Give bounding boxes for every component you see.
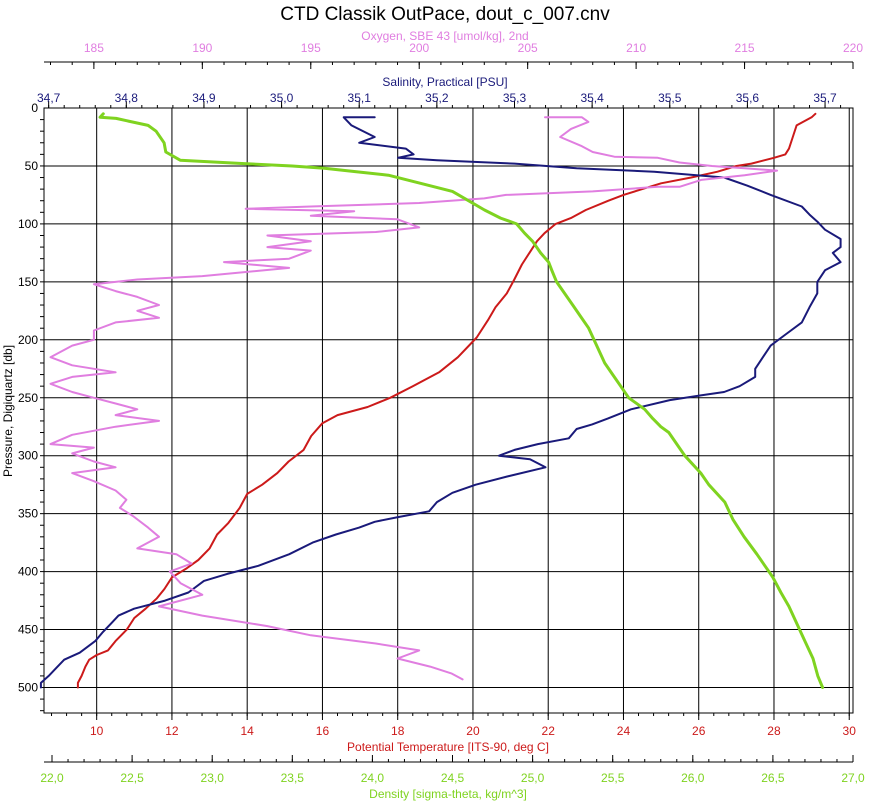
- oxygen-axis-label: Oxygen, SBE 43 [umol/kg], 2nd: [361, 29, 528, 43]
- temperature-profile-line: [76, 112, 817, 689]
- y-tick-label: 200: [18, 333, 38, 347]
- salinity-tick-label: 35,5: [658, 91, 682, 105]
- temperature-tick-label: 16: [316, 724, 330, 738]
- data-series: [39, 112, 842, 689]
- temperature-axis-label: Potential Temperature [ITS-90, deg C]: [347, 740, 549, 754]
- temperature-tick-label: 22: [542, 724, 556, 738]
- grid: [43, 107, 854, 714]
- oxygen-tick-label: 200: [409, 41, 429, 55]
- density-tick-label: 24,5: [441, 771, 465, 785]
- temperature-tick-label: 14: [241, 724, 255, 738]
- oxygen-tick-label: 220: [843, 41, 863, 55]
- y-tick-label: 300: [18, 449, 38, 463]
- density-tick-label: 26,5: [761, 771, 785, 785]
- chart-title: CTD Classik OutPace, dout_c_007.cnv: [280, 4, 610, 25]
- temperature-tick-label: 24: [617, 724, 631, 738]
- temperature-tick-label: 20: [466, 724, 480, 738]
- oxygen-tick-label: 210: [626, 41, 646, 55]
- density-axis-label: Density [sigma-theta, kg/m^3]: [369, 787, 527, 801]
- oxygen-profile-line: [49, 116, 779, 681]
- axes: 0 50 100 150 200 250 300 350 400 450 500 185 190 195 2…: [18, 41, 865, 785]
- density-tick-label: 22,0: [40, 771, 64, 785]
- y-tick-label: 450: [18, 623, 38, 637]
- y-tick-label: 0: [31, 101, 38, 115]
- oxygen-tick-label: 190: [192, 41, 212, 55]
- temperature-tick-label: 10: [90, 724, 104, 738]
- temperature-tick-label: 18: [391, 724, 405, 738]
- salinity-tick-label: 35,2: [425, 91, 449, 105]
- salinity-tick-label: 34,8: [115, 91, 139, 105]
- y-tick-label: 250: [18, 391, 38, 405]
- density-tick-label: 25,0: [521, 771, 545, 785]
- salinity-tick-label: 35,4: [580, 91, 604, 105]
- density-tick-label: 24,0: [361, 771, 385, 785]
- y-tick-label: 350: [18, 507, 38, 521]
- salinity-tick-label: 34,7: [37, 91, 61, 105]
- oxygen-tick-label: 205: [518, 41, 538, 55]
- salinity-tick-label: 35,1: [348, 91, 372, 105]
- temperature-tick-label: 28: [767, 724, 781, 738]
- density-tick-label: 22,5: [120, 771, 144, 785]
- salinity-axis-label: Salinity, Practical [PSU]: [382, 75, 507, 89]
- oxygen-tick-label: 215: [735, 41, 755, 55]
- y-tick-label: 500: [18, 681, 38, 695]
- pressure-axis-label: Pressure, Digiquartz [db]: [1, 345, 15, 477]
- plot-frame: [43, 107, 854, 714]
- density-tick-label: 25,5: [601, 771, 625, 785]
- salinity-tick-label: 35,0: [270, 91, 294, 105]
- density-tick-label: 26,0: [681, 771, 705, 785]
- oxygen-tick-label: 185: [84, 41, 104, 55]
- oxygen-tick-label: 195: [301, 41, 321, 55]
- salinity-tick-label: 34,9: [192, 91, 216, 105]
- salinity-tick-label: 35,3: [503, 91, 527, 105]
- y-tick-label: 100: [18, 217, 38, 231]
- salinity-tick-label: 35,6: [736, 91, 760, 105]
- salinity-profile-line: [39, 116, 842, 689]
- y-tick-label: 150: [18, 275, 38, 289]
- temperature-tick-label: 26: [692, 724, 706, 738]
- density-profile-line: [98, 112, 825, 689]
- density-tick-label: 23,0: [201, 771, 225, 785]
- temperature-tick-label: 12: [165, 724, 179, 738]
- y-tick-label: 400: [18, 565, 38, 579]
- y-tick-label: 50: [25, 159, 39, 173]
- temperature-tick-label: 30: [843, 724, 857, 738]
- density-tick-label: 27,0: [841, 771, 865, 785]
- salinity-tick-label: 35,7: [813, 91, 837, 105]
- density-tick-label: 23,5: [281, 771, 305, 785]
